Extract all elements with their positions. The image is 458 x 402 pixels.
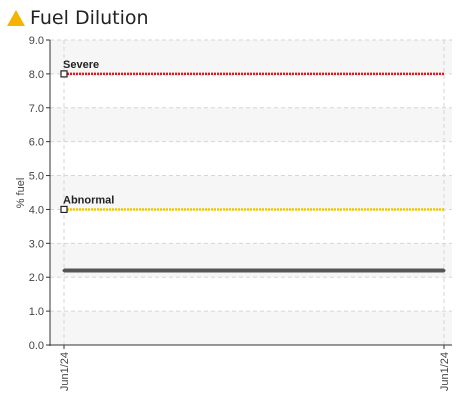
threshold-label-abnormal: Abnormal [63,194,114,206]
x-tick-label: Jun1/24 [59,352,71,391]
y-tick-label: 4.0 [29,204,44,216]
grid-band [50,175,452,210]
threshold-marker[interactable] [60,205,68,214]
grid-band [50,107,452,142]
y-tick-label: 1.0 [29,306,44,318]
y-tick-label: 3.0 [29,238,44,250]
grid-band [50,311,452,345]
y-tick-label: 7.0 [29,103,44,115]
chart-title: Fuel Dilution [30,6,149,29]
warning-triangle-icon [7,10,25,26]
y-axis-label: % fuel [15,178,27,209]
y-tick-label: 5.0 [29,171,44,183]
threshold-marker[interactable] [60,70,68,78]
y-tick-label: 0.0 [29,340,44,352]
grid-band [50,40,452,74]
y-tick-label: 6.0 [29,137,44,149]
y-tick-label: 2.0 [29,272,44,284]
threshold-label-severe: Severe [63,59,99,71]
y-tick-label: 9.0 [29,35,44,47]
data-point[interactable] [62,268,66,272]
chart-header: Fuel Dilution [6,4,149,32]
x-tick-label: Jun1/24 [439,352,451,391]
data-point[interactable] [442,268,446,272]
y-tick-label: 8.0 [29,69,44,81]
